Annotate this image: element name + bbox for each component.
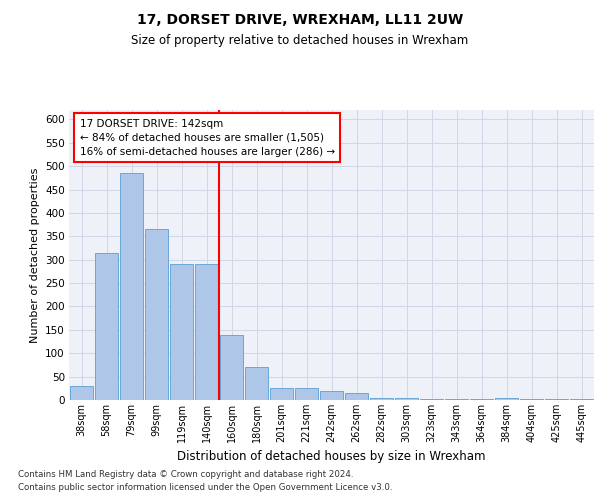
Bar: [320, 390, 343, 400]
Bar: [145, 230, 168, 400]
Bar: [220, 334, 243, 400]
Text: 17, DORSET DRIVE, WREXHAM, LL11 2UW: 17, DORSET DRIVE, WREXHAM, LL11 2UW: [137, 12, 463, 26]
Bar: [345, 393, 368, 400]
Bar: [295, 388, 318, 400]
Text: Size of property relative to detached houses in Wrexham: Size of property relative to detached ho…: [131, 34, 469, 47]
Y-axis label: Number of detached properties: Number of detached properties: [29, 168, 40, 342]
Bar: [545, 398, 568, 400]
Bar: [420, 398, 443, 400]
Bar: [445, 398, 468, 400]
Bar: [270, 388, 293, 400]
Bar: [495, 398, 518, 400]
Bar: [570, 398, 593, 400]
Text: 17 DORSET DRIVE: 142sqm
← 84% of detached houses are smaller (1,505)
16% of semi: 17 DORSET DRIVE: 142sqm ← 84% of detache…: [79, 118, 335, 156]
Bar: [195, 264, 218, 400]
Bar: [395, 398, 418, 400]
Bar: [520, 398, 543, 400]
Bar: [245, 368, 268, 400]
Text: Contains HM Land Registry data © Crown copyright and database right 2024.: Contains HM Land Registry data © Crown c…: [18, 470, 353, 479]
Bar: [470, 398, 493, 400]
Bar: [170, 264, 193, 400]
Bar: [70, 386, 93, 400]
Text: Contains public sector information licensed under the Open Government Licence v3: Contains public sector information licen…: [18, 482, 392, 492]
Bar: [370, 398, 393, 400]
X-axis label: Distribution of detached houses by size in Wrexham: Distribution of detached houses by size …: [177, 450, 486, 464]
Bar: [95, 252, 118, 400]
Bar: [120, 173, 143, 400]
